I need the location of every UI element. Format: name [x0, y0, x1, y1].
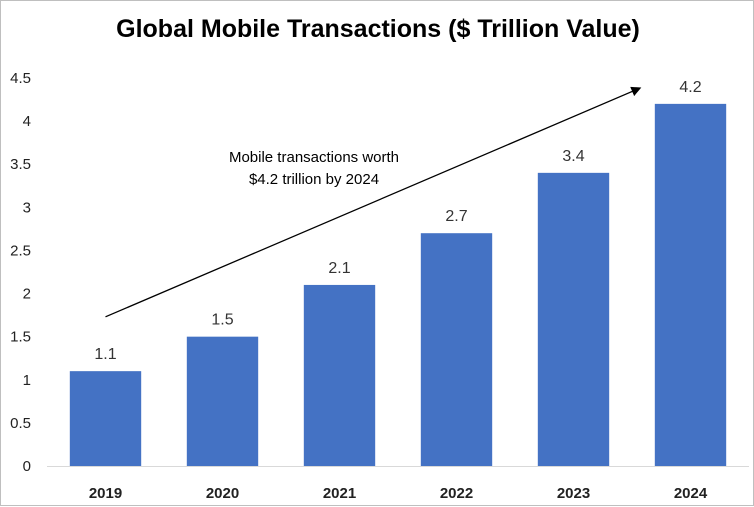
chart-title: Global Mobile Transactions ($ Trillion V…: [116, 15, 640, 43]
y-tick-label: 1.5: [10, 329, 31, 346]
bar-2021: [303, 284, 376, 466]
trend-arrow: [105, 86, 642, 318]
x-tick-label: 2023: [557, 485, 590, 502]
annotation-line-1: Mobile transactions worth: [229, 149, 399, 166]
bar-2019: [69, 371, 142, 466]
y-tick-label: 0: [23, 458, 31, 475]
y-tick-label: 2.5: [10, 242, 31, 259]
bar-2020: [186, 336, 259, 466]
x-axis: 2019 2020 2021 2022 2023 2024: [47, 466, 749, 502]
y-tick-label: 1: [23, 372, 31, 389]
x-tick-label: 2022: [440, 485, 473, 502]
bar-2023: [537, 172, 610, 466]
data-label: 1.5: [211, 312, 233, 329]
annotation: Mobile transactions worth $4.2 trillion …: [105, 86, 642, 318]
y-tick-label: 3: [23, 199, 31, 216]
y-tick-label: 4.5: [10, 70, 31, 87]
x-tick-label: 2024: [674, 485, 708, 502]
data-label: 3.4: [562, 148, 584, 165]
bar-2022: [420, 233, 493, 466]
annotation-line-2: $4.2 trillion by 2024: [249, 171, 379, 188]
y-tick-label: 0.5: [10, 415, 31, 432]
data-label: 2.1: [328, 260, 350, 277]
bar-2024: [654, 103, 727, 466]
y-axis: 0 0.5 1 1.5 2 2.5 3 3.5 4 4.5: [10, 70, 31, 475]
data-label: 2.7: [445, 208, 467, 225]
data-label: 4.2: [679, 79, 701, 96]
y-tick-label: 2: [23, 286, 31, 303]
x-tick-label: 2019: [89, 485, 122, 502]
x-tick-label: 2021: [323, 485, 356, 502]
data-label: 1.1: [94, 346, 116, 363]
y-tick-label: 4: [23, 113, 31, 130]
x-tick-label: 2020: [206, 485, 239, 502]
y-tick-label: 3.5: [10, 156, 31, 173]
bars: 1.1 1.5 2.1 2.7 3.4 4.2: [69, 79, 727, 466]
